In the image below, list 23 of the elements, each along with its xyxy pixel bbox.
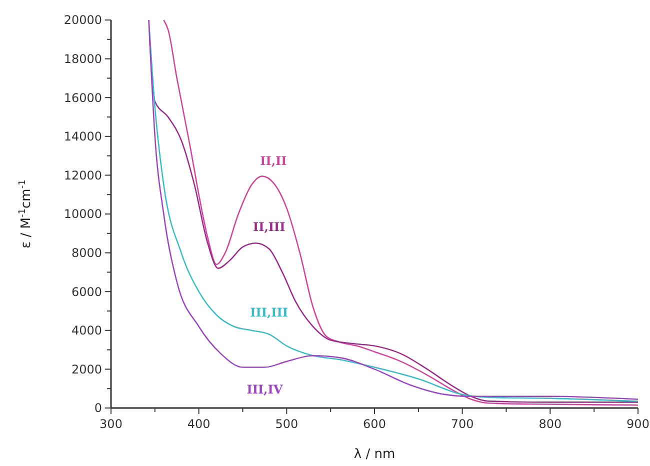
y-tick-label: 0 <box>94 401 102 416</box>
y-tick-label: 6000 <box>71 284 102 299</box>
y-tick-label: 16000 <box>64 90 102 105</box>
y-tick-label: 14000 <box>64 130 102 144</box>
x-tick-label: 600 <box>363 417 386 431</box>
y-tick-label: 18000 <box>64 52 102 66</box>
y-tick-label: 2000 <box>71 362 102 376</box>
x-tick-label: 300 <box>100 417 122 431</box>
series-label: III,IV <box>246 382 284 396</box>
y-tick-label: 20000 <box>64 13 102 28</box>
series-label: II,III <box>252 220 286 234</box>
series-label: II,II <box>260 154 288 168</box>
x-tick-label: 800 <box>538 417 562 431</box>
y-tick-label: 4000 <box>71 324 102 338</box>
y-tick-label: 10000 <box>64 207 102 222</box>
x-tick-label: 700 <box>450 417 474 431</box>
series-label: III,III <box>250 305 288 320</box>
x-tick-label: 400 <box>187 417 210 431</box>
x-axis-title: λ / nm <box>354 447 396 462</box>
x-tick-label: 900 <box>626 417 650 431</box>
y-tick-label: 12000 <box>64 168 102 182</box>
x-tick-label: 500 <box>275 417 298 431</box>
y-tick-label: 8000 <box>71 246 102 260</box>
